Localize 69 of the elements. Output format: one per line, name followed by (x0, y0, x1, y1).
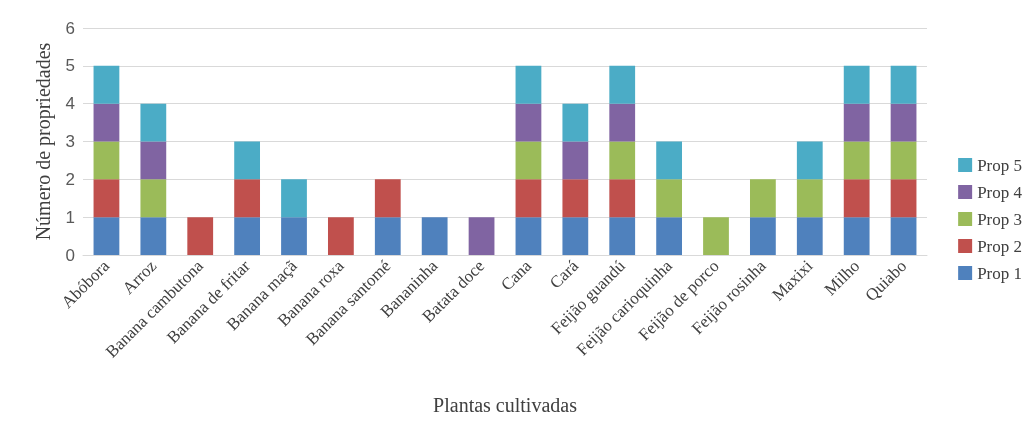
bar (796, 141, 823, 180)
bar (515, 179, 542, 218)
bar (656, 217, 683, 255)
bar (93, 217, 120, 255)
bar (421, 217, 448, 255)
bar (234, 179, 261, 218)
bar (140, 179, 167, 218)
bar (562, 179, 589, 218)
bar (93, 103, 120, 142)
bar (234, 141, 261, 180)
bar (609, 141, 636, 180)
bar (374, 217, 401, 255)
bar (93, 65, 120, 104)
bar (140, 217, 167, 255)
bar (890, 141, 917, 180)
y-tick-label: 1 (65, 207, 75, 227)
bar (843, 217, 870, 255)
bar (515, 217, 542, 255)
bar (515, 141, 542, 180)
bar (93, 141, 120, 180)
bar (281, 217, 307, 255)
y-tick-label: 6 (65, 18, 75, 38)
bar (562, 103, 589, 142)
x-axis-title: Plantas cultivadas (433, 394, 578, 416)
bar (796, 179, 823, 218)
bar (890, 103, 917, 142)
y-tick-label: 0 (65, 245, 75, 265)
y-tick-label: 5 (65, 56, 75, 76)
bar (890, 65, 917, 104)
bar (93, 179, 120, 218)
bar (281, 179, 307, 218)
bar (515, 103, 542, 142)
bar (609, 217, 636, 255)
bar (843, 141, 870, 180)
bar (749, 179, 776, 218)
legend-label: Prop 4 (977, 182, 1023, 202)
bar (656, 179, 683, 218)
bar (468, 217, 495, 255)
y-axis-title: Número de propriedades (32, 42, 55, 241)
legend-label: Prop 3 (977, 209, 1023, 229)
bar (327, 217, 354, 255)
bar (374, 179, 401, 218)
bar (562, 217, 589, 255)
bar (187, 217, 214, 255)
legend-label: Prop 1 (977, 263, 1023, 283)
legend-label: Prop 2 (977, 236, 1023, 256)
bar (609, 179, 636, 218)
bar (843, 65, 870, 104)
bar (890, 179, 917, 218)
bar (749, 217, 776, 255)
bar (140, 141, 167, 180)
y-tick-label: 3 (65, 132, 75, 151)
bar (843, 103, 870, 142)
bar (234, 217, 261, 255)
bar (515, 65, 542, 104)
legend-label: Prop 5 (977, 155, 1023, 175)
bar (796, 217, 823, 255)
bar (609, 65, 636, 104)
bar (609, 103, 636, 142)
bar (656, 141, 683, 180)
bar (843, 179, 870, 218)
y-tick-label: 4 (65, 94, 75, 114)
x-tick-label: Cana (497, 255, 536, 295)
bar (703, 217, 729, 255)
bar (140, 103, 167, 142)
bar (562, 141, 589, 180)
bar (890, 217, 917, 255)
x-tick-label: Cará (545, 255, 583, 293)
y-tick-label: 2 (65, 169, 75, 189)
